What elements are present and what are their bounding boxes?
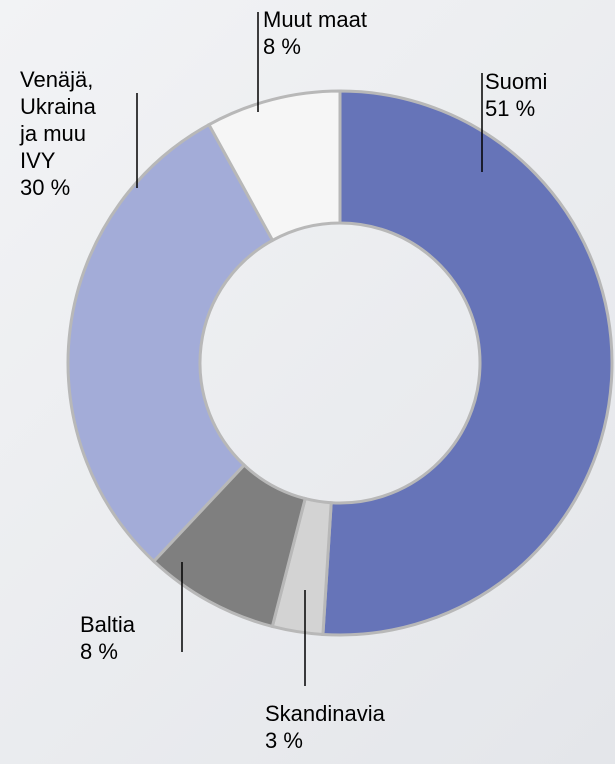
- category-label: Baltia: [80, 612, 136, 637]
- value-label: 30 %: [20, 175, 71, 200]
- donut-slice: [206, 89, 342, 243]
- donut-slice: [66, 122, 275, 564]
- value-label: 3 %: [265, 728, 303, 753]
- value-label: 8 %: [80, 639, 118, 664]
- slice-label: Baltia 8 %: [80, 611, 200, 665]
- value-label: 51 %: [485, 96, 536, 121]
- category-label: Muut maat: [263, 7, 367, 32]
- category-label: Skandinavia: [265, 701, 385, 726]
- donut-slice: [321, 89, 614, 637]
- category-label: Suomi: [485, 69, 548, 94]
- slice-label: Venäjä, Ukraina ja muu IVY 30 %: [20, 66, 115, 201]
- value-label: 8 %: [263, 34, 301, 59]
- slice-label: Skandinavia 3 %: [265, 700, 465, 754]
- slice-label: Suomi 51 %: [485, 68, 615, 122]
- category-label: Venäjä, Ukraina ja muu IVY: [20, 67, 96, 173]
- slice-label: Muut maat 8 %: [263, 6, 463, 60]
